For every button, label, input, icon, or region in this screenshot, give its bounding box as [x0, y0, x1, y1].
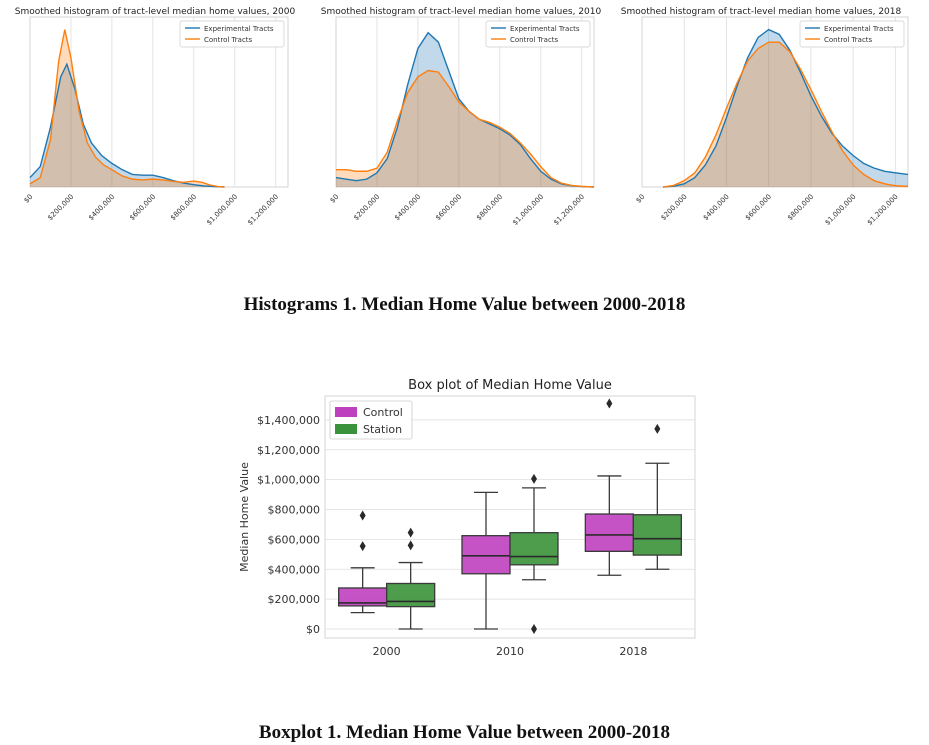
y-tick-label: $0: [306, 623, 320, 636]
series-area-control: [30, 29, 225, 188]
x-tick-label: $200,000: [352, 193, 381, 222]
legend-label-control: Control: [363, 406, 403, 419]
series-area-experimental: [336, 32, 594, 187]
x-tick-label: $400,000: [87, 193, 116, 222]
boxplot-chart: Box plot of Median Home Value $0 $200,000 $…: [238, 378, 696, 658]
outlier-point-control: [359, 541, 366, 552]
legend-box: [485, 20, 591, 48]
outlier-point-station: [531, 624, 537, 635]
x-tick-label: $1,200,000: [552, 193, 586, 227]
series-line-control: [663, 41, 909, 188]
legend-label-control: Control Tracts: [824, 36, 873, 44]
legend-label-experimental: Experimental Tracts: [824, 25, 894, 33]
legend-label-station: Station: [363, 423, 402, 436]
series-area-experimental: [30, 64, 225, 187]
x-tick-label: $1,000,000: [511, 193, 545, 227]
outlier-point-control: [606, 398, 613, 409]
x-tick-label: 2018: [619, 645, 647, 658]
y-tick-label: $600,000: [268, 533, 321, 546]
x-tick-label: $600,000: [434, 193, 463, 222]
chart-title: Smoothed histogram of tract-level median…: [15, 7, 296, 17]
x-tick-label: $1,000,000: [205, 193, 239, 227]
outlier-point-station: [407, 527, 414, 538]
outlier-point-station: [531, 473, 537, 484]
x-tick-label: $1,000,000: [824, 193, 858, 227]
box-station: [386, 582, 436, 608]
kde-chart-2018: Smoothed histogram of tract-level median…: [621, 7, 909, 227]
outlier-point-station: [654, 423, 661, 434]
legend-box: [799, 20, 905, 48]
legend-box: [179, 20, 285, 48]
legend-swatch-control: [335, 407, 357, 417]
x-tick-label: $600,000: [744, 193, 773, 222]
x-tick-label: $0: [634, 193, 646, 205]
x-tick-label: 2010: [496, 645, 524, 658]
series-line-control: [29, 29, 225, 188]
kde-chart-2000: Smoothed histogram of tract-level median…: [15, 7, 296, 227]
series-line-experimental: [663, 28, 909, 188]
y-tick-label: $1,200,000: [257, 444, 320, 457]
x-tick-label: $400,000: [702, 193, 731, 222]
series-line-experimental: [335, 31, 595, 188]
legend-swatch-station: [335, 424, 357, 434]
boxplot-caption: Boxplot 1. Median Home Value between 200…: [258, 722, 671, 743]
x-tick-label: $800,000: [475, 193, 504, 222]
histograms-caption: Histograms 1. Median Home Value between …: [243, 294, 686, 315]
outlier-point-control: [359, 510, 366, 521]
y-tick-label: $200,000: [268, 593, 321, 606]
y-tick-label: $1,000,000: [257, 474, 320, 487]
series-line-experimental: [29, 62, 225, 188]
x-tick-label: $800,000: [786, 193, 815, 222]
x-tick-label: $200,000: [659, 193, 688, 222]
legend-label-control: Control Tracts: [204, 36, 253, 44]
legend-label-experimental: Experimental Tracts: [204, 25, 274, 33]
x-tick-label: $800,000: [169, 193, 198, 222]
legend-label-experimental: Experimental Tracts: [510, 25, 580, 33]
chart-title: Box plot of Median Home Value: [408, 378, 612, 393]
box-station: [509, 532, 559, 566]
kde-chart-2010: Smoothed histogram of tract-level median…: [321, 7, 602, 227]
x-tick-label: $200,000: [46, 193, 75, 222]
y-tick-label: $800,000: [268, 504, 321, 517]
box-station: [632, 514, 682, 556]
series-line-control: [336, 69, 595, 188]
y-axis-label: Median Home Value: [238, 462, 251, 572]
x-tick-label: $600,000: [128, 193, 157, 222]
x-tick-label: $400,000: [393, 193, 422, 222]
outlier-point-station: [407, 540, 414, 551]
box-control: [584, 513, 634, 553]
y-tick-label: $400,000: [268, 563, 321, 576]
series-area-control: [663, 42, 908, 187]
x-tick-label: 2000: [373, 645, 401, 658]
legend-label-control: Control Tracts: [510, 36, 559, 44]
x-tick-label: $0: [22, 193, 34, 205]
series-area-experimental: [663, 29, 908, 188]
box-control: [461, 535, 511, 575]
chart-title: Smoothed histogram of tract-level median…: [321, 7, 602, 17]
chart-title: Smoothed histogram of tract-level median…: [621, 7, 902, 17]
x-tick-label: $0: [328, 193, 340, 205]
x-tick-label: $1,200,000: [246, 193, 280, 227]
x-tick-label: $1,200,000: [866, 193, 900, 227]
y-tick-label: $1,400,000: [257, 414, 320, 427]
